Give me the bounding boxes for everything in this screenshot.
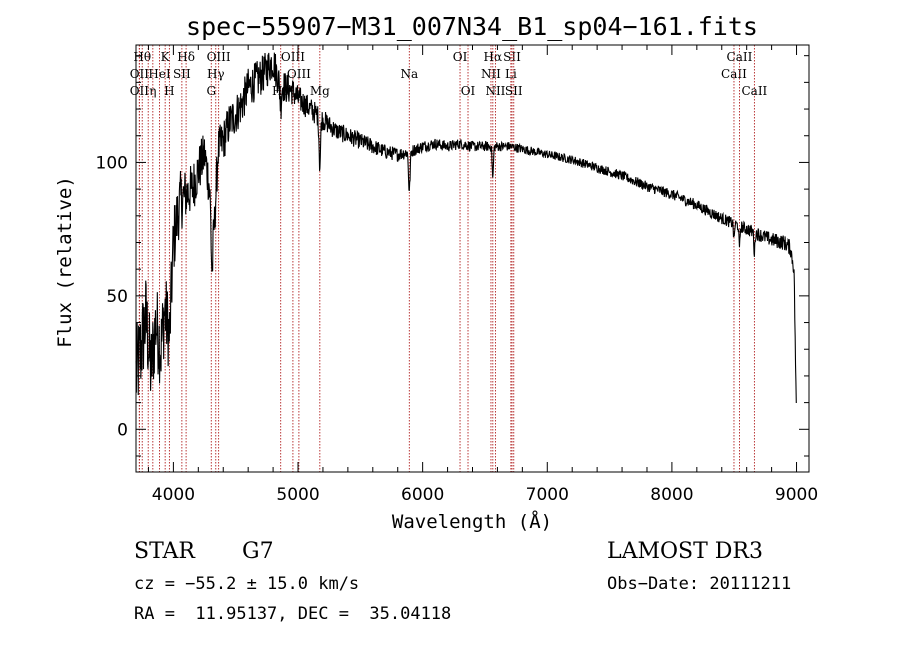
line-marker-label-7: H xyxy=(164,84,174,98)
line-marker-label-25: SII xyxy=(505,84,523,98)
line-marker-label-11: Hγ xyxy=(207,67,225,81)
object-subclass: G7 xyxy=(242,539,274,564)
x-tick-label: 7000 xyxy=(526,485,569,505)
survey-name: LAMOST DR3 xyxy=(607,539,763,564)
line-marker-label-20: NII xyxy=(481,67,501,81)
y-tick-label: 0 xyxy=(117,420,128,440)
line-marker-label-15: OIII xyxy=(287,67,311,81)
line-marker-label-2: OII xyxy=(130,84,150,98)
y-tick-label: 50 xyxy=(106,287,128,307)
line-marker-label-8: SII xyxy=(173,67,191,81)
line-marker-label-21: Hα xyxy=(484,50,503,64)
spectrum-line xyxy=(136,53,796,403)
line-marker-label-16: Mg xyxy=(310,84,330,98)
observation-date: Obs−Date: 20111211 xyxy=(607,574,791,594)
x-tick-label: 8000 xyxy=(650,485,693,505)
x-axis-label: Wavelength (Å) xyxy=(392,510,552,533)
line-marker-label-18: OI xyxy=(453,50,468,64)
velocity-readout: cz = −55.2 ± 15.0 km/s xyxy=(134,574,359,594)
line-marker-label-4: η xyxy=(149,84,156,98)
line-marker-label-19: OI xyxy=(461,84,476,98)
x-tick-label: 9000 xyxy=(775,485,818,505)
line-marker-label-17: Na xyxy=(400,67,418,81)
line-marker-label-12: OIII xyxy=(207,50,231,64)
line-marker-label-24: SII xyxy=(503,50,521,64)
x-tick-label: 5000 xyxy=(276,485,319,505)
line-marker-label-27: CaII xyxy=(727,50,753,64)
y-axis-label: Flux (relative) xyxy=(54,176,76,348)
object-class: STAR xyxy=(134,539,195,564)
line-marker-label-28: CaII xyxy=(741,84,767,98)
x-tick-label: 6000 xyxy=(401,485,444,505)
x-tick-label: 4000 xyxy=(152,485,195,505)
line-marker-label-5: HeI xyxy=(148,67,171,81)
line-marker-label-23: Li xyxy=(505,67,517,81)
line-marker-label-22: NII xyxy=(485,84,505,98)
line-marker-label-14: OIII xyxy=(281,50,305,64)
line-marker-label-10: G xyxy=(206,84,216,98)
y-tick-label: 100 xyxy=(96,153,128,173)
line-marker-label-26: CaII xyxy=(721,67,747,81)
coordinates-readout: RA = 11.95137, DEC = 35.04118 xyxy=(134,604,451,624)
line-marker-label-9: Hδ xyxy=(177,50,195,64)
chart-title: spec−55907−M31_007N34_B1_sp04−161.fits xyxy=(186,12,758,41)
